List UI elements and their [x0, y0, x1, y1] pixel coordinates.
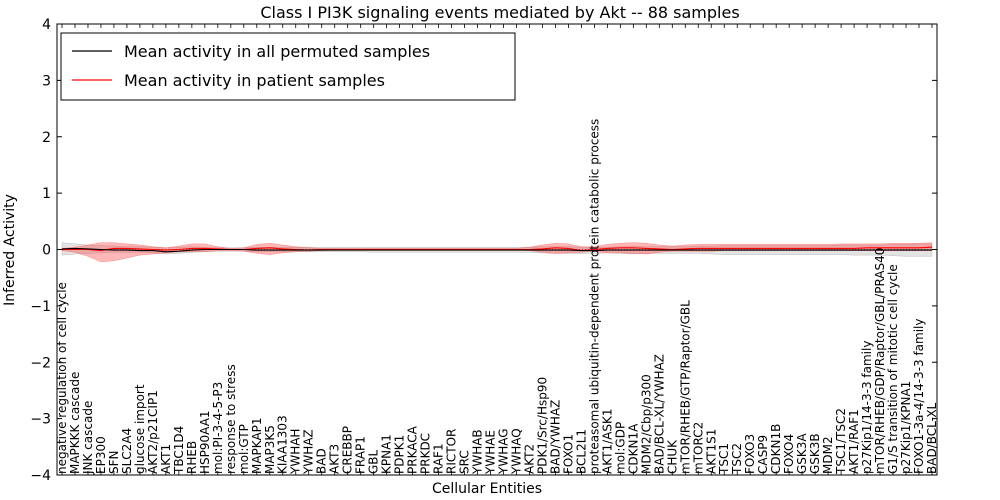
x-tick-label: MDM2/Cbp/p300	[639, 374, 653, 474]
series-line-1	[62, 246, 933, 252]
plot-area	[57, 242, 937, 263]
x-tick-label: mol:GTP	[237, 424, 251, 474]
x-tick-label: mol:GDP	[613, 422, 627, 474]
x-tick-label: TSC1	[717, 443, 731, 475]
x-tick-label: RAF1	[432, 443, 446, 474]
x-tick-label: response to stress	[224, 364, 238, 474]
x-tick-label: YWHAZ	[302, 429, 316, 475]
x-tick-label: FRAP1	[354, 436, 368, 474]
x-tick-label: mol:PI-3-4-5-P3	[211, 382, 225, 474]
x-tick-label: CHUK	[665, 439, 679, 474]
x-tick-label: PRKDC	[419, 433, 433, 474]
x-tick-label: AKT2	[523, 444, 537, 474]
x-tick-label: BAD/BCL-XL/YWHAZ	[652, 354, 666, 474]
x-tick-label: G1/S transition of mitotic cell cycle	[886, 264, 900, 474]
x-tick-label: BAD	[315, 448, 329, 474]
legend-frame	[60, 32, 516, 101]
y-tick-label: 0	[42, 243, 51, 259]
x-tick-label: AKT3	[328, 444, 342, 474]
x-tick-label: BCL2L1	[574, 429, 588, 474]
x-tick-label: mTOR/RHEB/GTP/Raptor/GBL	[678, 300, 692, 474]
x-tick-label: CASP9	[756, 435, 770, 474]
x-tick-label: AKT2/p21CIP1	[146, 390, 160, 474]
x-tick-label: BAD/BCL-XL	[925, 402, 939, 474]
x-tick-label: BAD/YWHAZ	[548, 400, 562, 474]
y-axis-label: Inferred Activity	[2, 194, 18, 306]
x-tick-label: FOXO1-3a-4/14-3-3 family	[912, 319, 926, 475]
x-tick-label: negative regulation of cell cycle	[55, 282, 69, 474]
x-tick-label: TSC1/TSC2	[834, 408, 848, 475]
x-tick-label: MAPKAP1	[250, 417, 264, 474]
x-tick-label: HSP90AA1	[198, 410, 212, 474]
x-tick-label: proteasomal ubiquitin-dependent protein …	[587, 119, 601, 474]
x-tick-label: YWHAG	[497, 428, 511, 475]
y-tick-label: −2	[30, 355, 51, 371]
legend-label-permuted: Mean activity in all permuted samples	[124, 42, 430, 61]
y-tick-label: 1	[42, 186, 51, 202]
x-tick-label: KIAA1303	[276, 415, 290, 474]
x-tick-label: YWHAB	[471, 429, 485, 475]
y-tick-label: 3	[42, 73, 51, 89]
x-tick-label: AKT1/ASK1	[600, 409, 614, 474]
x-tick-label: AKT1	[159, 444, 173, 474]
x-tick-label: TBC1D4	[172, 426, 186, 475]
category-labels: negative regulation of cell cycle MAPKKK …	[55, 119, 939, 475]
x-tick-label: mTORC2	[691, 422, 705, 474]
x-tick-label: SFN	[107, 451, 121, 475]
x-tick-label: glucose import	[133, 384, 147, 474]
legend-label-patient: Mean activity in patient samples	[124, 71, 385, 90]
x-tick-label: RICTOR	[445, 429, 459, 474]
x-tick-label: FOXO3	[743, 434, 757, 474]
x-tick-label: CDKN1A	[626, 423, 640, 474]
x-tick-label: p27Kip1/14-3-3 family	[860, 341, 874, 474]
x-tick-label: GSK3B	[808, 433, 822, 474]
x-tick-label: RHEB	[185, 441, 199, 474]
x-tick-label: SLC2A4	[120, 428, 134, 474]
x-tick-label: JNK cascade	[81, 401, 95, 475]
x-tick-label: MAPKKK cascade	[68, 372, 82, 474]
x-tick-label: AKT1/RAF1	[847, 409, 861, 474]
x-tick-label: MDM2	[821, 436, 835, 474]
y-tick-label: 4	[42, 17, 51, 33]
x-tick-label: MAP3K5	[263, 425, 277, 474]
x-tick-label: EP300	[94, 436, 108, 474]
x-tick-label: KPNA1	[380, 434, 394, 474]
x-tick-label: SRC	[458, 450, 472, 474]
x-tick-label: CREBBP	[341, 426, 355, 474]
y-tick-label: 2	[42, 130, 51, 146]
y-tick-label: −4	[30, 468, 51, 484]
y-tick-label: −3	[30, 412, 51, 428]
x-tick-label: FOXO4	[782, 434, 796, 474]
x-tick-label: FOXO1	[561, 434, 575, 474]
x-tick-label: YWHAQ	[510, 428, 524, 475]
x-tick-label: p27Kip1/KPNA1	[899, 381, 913, 474]
x-tick-label: PRKACA	[406, 425, 420, 474]
axes: −4 −3 −2 −1 0 1 2 3 4	[30, 17, 937, 484]
x-tick-label: CDKN1B	[769, 424, 783, 474]
x-tick-label: GSK3A	[795, 433, 809, 474]
x-tick-label: TSC2	[730, 443, 744, 475]
x-tick-label: PDK1/Src/Hsp90	[535, 377, 549, 474]
legend: Mean activity in all permuted samples Me…	[60, 32, 516, 101]
x-tick-label: GBL	[367, 449, 381, 474]
y-tick-label: −1	[30, 299, 51, 315]
x-tick-label: mTOR/RHEB/GDP/Raptor/GBL/PRAS40	[873, 248, 887, 474]
x-axis-label: Cellular Entities	[432, 481, 542, 497]
chart-title: Class I PI3K signaling events mediated b…	[260, 3, 739, 22]
x-tick-label: AKT1S1	[704, 429, 718, 474]
series-line-0	[61, 247, 932, 253]
x-tick-label: YWHAE	[484, 430, 498, 475]
x-tick-label: PDPK1	[393, 435, 407, 474]
x-tick-label: YWHAH	[289, 429, 303, 475]
